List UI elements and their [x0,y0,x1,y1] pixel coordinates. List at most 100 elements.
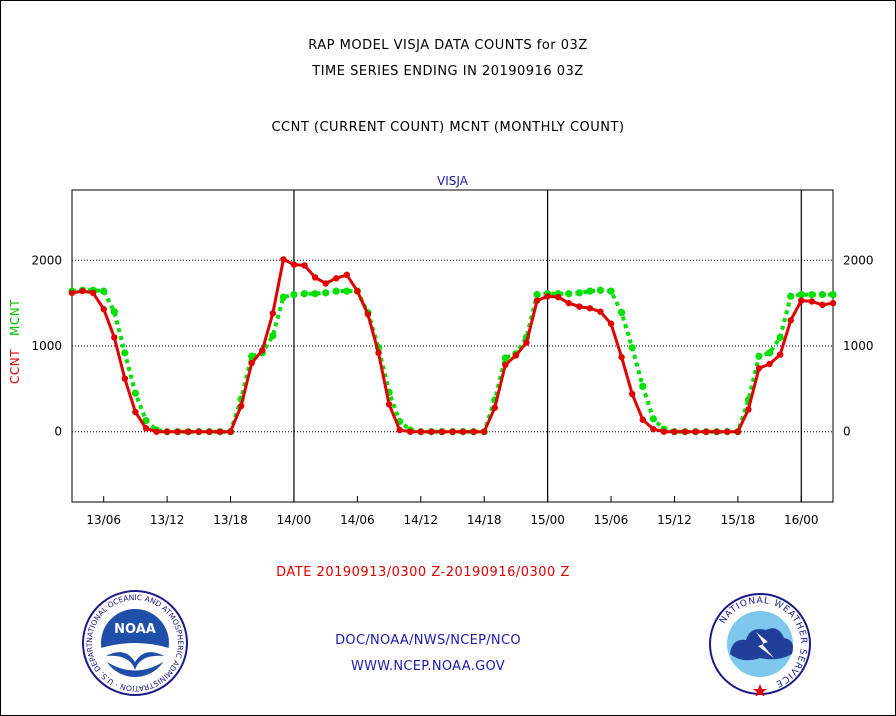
data-point-ccnt [206,428,213,435]
data-point-mcnt [332,287,340,295]
data-point-ccnt [628,390,636,398]
chart-title-line1: RAP MODEL VISJA DATA COUNTS for 03Z [308,38,588,53]
data-point-ccnt [745,406,752,413]
data-point-ccnt [671,428,678,435]
data-point-ccnt [734,428,742,435]
data-point-ccnt [512,352,520,359]
data-point-ccnt [544,293,551,300]
data-point-ccnt [554,293,562,301]
x-tick-label: 14/18 [467,513,502,527]
data-point-ccnt [459,428,467,435]
data-point-ccnt [470,428,477,435]
data-point-mcnt [279,293,287,301]
data-point-ccnt [185,428,192,435]
data-point-mcnt [575,289,583,297]
data-point-ccnt [523,339,530,346]
data-point-ccnt [639,416,646,423]
data-point-ccnt [343,271,351,279]
noaa-logo: NATIONAL OCEANIC AND ATMOSPHERIC ADMINIS… [80,588,188,696]
data-point-ccnt [396,426,403,434]
data-point-mcnt [618,308,626,317]
data-point-ccnt [195,428,203,435]
data-point-ccnt [502,361,509,369]
data-point-ccnt [597,308,604,315]
data-point-ccnt [333,275,340,282]
data-point-mcnt [818,290,827,299]
data-point-ccnt [79,287,86,295]
data-point-mcnt [142,416,150,425]
x-tick-label: 13/12 [150,513,185,527]
data-point-ccnt [449,428,456,435]
data-point-mcnt [649,415,657,423]
data-point-ccnt [607,320,615,327]
y-tick-label-right: 1000 [843,339,874,353]
data-point-mcnt [121,349,129,357]
data-point-ccnt [576,303,583,310]
data-point-mcnt [100,287,108,295]
data-point-mcnt [131,389,140,397]
data-point-ccnt [89,289,97,297]
x-tick-label: 15/06 [594,513,629,527]
x-tick-label: 16/00 [784,513,819,527]
data-point-ccnt [174,428,181,435]
data-point-mcnt [755,352,763,360]
data-point-mcnt [269,332,277,340]
data-point-mcnt [797,290,805,299]
data-point-mcnt [639,382,647,390]
data-point-ccnt [68,289,76,297]
y-tick-label-left: 0 [54,425,62,439]
data-point-ccnt [248,359,255,367]
data-point-ccnt [311,274,319,281]
x-tick-label: 14/00 [277,513,312,527]
plot-title: VISJA [437,174,469,188]
data-point-mcnt [808,290,816,299]
data-point-ccnt [681,428,689,435]
data-point-mcnt [829,290,837,299]
data-point-ccnt [724,428,731,435]
data-point-ccnt [438,428,446,435]
chart-subtitle: CCNT (CURRENT COUNT) MCNT (MONTHLY COUNT… [271,120,625,135]
data-point-ccnt [227,428,234,435]
y-tick-label-left: 2000 [31,253,62,267]
y-tick-label-right: 2000 [843,253,874,267]
y-tick-label-left: 1000 [31,339,62,353]
data-point-ccnt [132,408,139,416]
data-point-ccnt [290,261,298,268]
data-point-ccnt [322,280,329,287]
x-tick-label: 15/12 [657,513,692,527]
data-point-ccnt [819,301,826,309]
data-point-ccnt [259,347,266,354]
data-point-mcnt [110,308,118,316]
data-point-ccnt [766,360,773,368]
data-point-mcnt [586,287,594,295]
data-point-mcnt [343,287,351,295]
x-tick-label: 15/18 [721,513,756,527]
series-line-mcnt [71,288,833,434]
data-point-mcnt [776,333,784,342]
nws-logo: NATIONAL WEATHER SERVICE [709,593,811,696]
x-tick-label: 15/00 [530,513,565,527]
data-point-ccnt [237,402,245,410]
data-point-ccnt [100,305,107,313]
data-point-ccnt [755,365,763,372]
data-point-mcnt [628,344,636,352]
data-point-ccnt [776,351,784,358]
credit-line-doc: DOC/NOAA/NWS/NCEP/NCO [335,633,521,648]
data-point-ccnt [650,425,657,433]
data-point-ccnt [142,425,150,432]
data-point-ccnt [153,428,160,435]
credit-line-url[interactable]: WWW.NCEP.NOAA.GOV [350,659,506,674]
data-point-mcnt [311,290,319,298]
x-tick-label: 13/18 [213,513,248,527]
data-point-ccnt [407,428,414,435]
data-point-ccnt [702,428,710,435]
chart-title-line2: TIME SERIES ENDING IN 20190916 03Z [312,64,584,79]
line-chart: VISJA 0 0 1000 1000 2000 2000 13/06 13/12 13/18 14… [31,174,874,527]
data-point-ccnt [269,310,277,317]
data-point-mcnt [533,290,541,299]
data-point-mcnt [596,286,605,294]
data-point-ccnt [481,428,488,435]
data-point-ccnt [121,375,129,382]
date-range-label: DATE 20190913/0300 Z-20190916/0300 Z [276,565,570,580]
data-point-ccnt [829,299,837,307]
